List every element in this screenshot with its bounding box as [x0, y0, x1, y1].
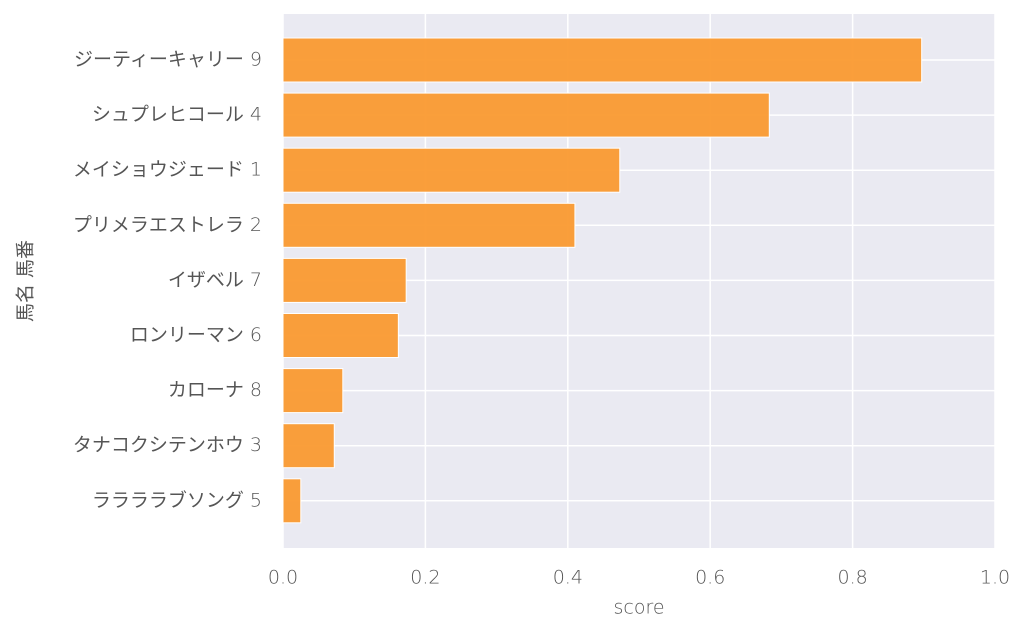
- x-tick-label: 0.6: [695, 567, 725, 589]
- y-tick-label: ロンリーマン 6: [130, 324, 262, 346]
- x-axis-label: score: [613, 597, 664, 619]
- bar: [282, 368, 344, 414]
- y-tick-label: プリメラエストレラ 2: [73, 214, 262, 236]
- y-tick-label: ララララブソング 5: [92, 488, 262, 511]
- bar: [282, 92, 770, 138]
- bar: [282, 313, 399, 358]
- x-tick-label: 0.2: [410, 567, 440, 589]
- x-tick-label: 0.4: [553, 567, 583, 589]
- bar: [282, 37, 923, 83]
- x-tick-label: 0.8: [837, 567, 867, 589]
- y-tick-label: メイショウジェード 1: [73, 159, 262, 181]
- y-tick-label: イザベル 7: [168, 269, 262, 291]
- bar: [282, 423, 335, 469]
- y-tick-label: カローナ 8: [168, 379, 262, 401]
- bar: [282, 257, 407, 303]
- y-tick-label: シュプレヒコール 4: [92, 104, 262, 126]
- bar: [282, 202, 576, 248]
- y-tick-label: タナコクシテンホウ 3: [73, 434, 262, 456]
- y-tick-label: ジーティーキャリー 9: [74, 49, 262, 71]
- bar: [282, 478, 302, 524]
- bar: [282, 147, 621, 193]
- y-axis-label: 馬名 馬番: [15, 240, 37, 322]
- x-tick-label: 1.0: [980, 567, 1010, 589]
- x-tick-label: 0.0: [268, 567, 298, 589]
